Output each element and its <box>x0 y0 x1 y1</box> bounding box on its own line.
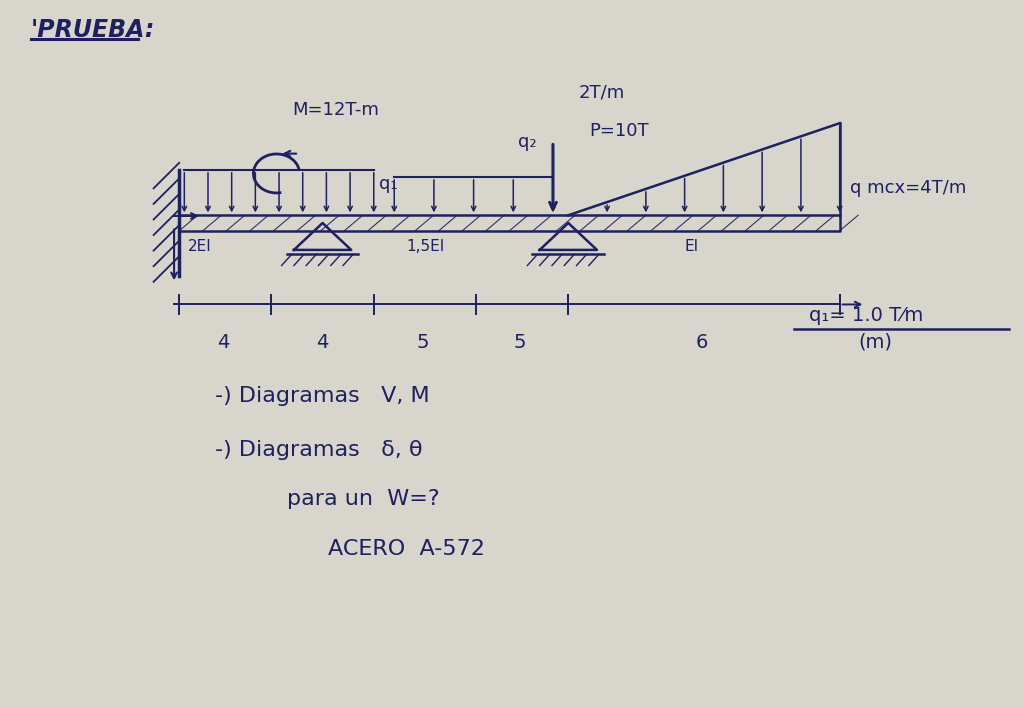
Text: 5: 5 <box>514 333 526 352</box>
Text: P=10T: P=10T <box>589 122 648 140</box>
Text: q mcx=4T/m: q mcx=4T/m <box>850 178 967 197</box>
Text: ACERO  A-572: ACERO A-572 <box>328 539 484 559</box>
Text: 2EI: 2EI <box>187 239 212 254</box>
Text: (m): (m) <box>858 333 893 352</box>
Text: q₁: q₁ <box>379 175 397 193</box>
Text: M=12T-m: M=12T-m <box>292 101 379 119</box>
Text: q₂: q₂ <box>518 132 537 151</box>
Text: -) Diagramas   δ, θ: -) Diagramas δ, θ <box>215 440 423 459</box>
Text: 6: 6 <box>695 333 708 352</box>
Text: EI: EI <box>684 239 698 254</box>
Text: -) Diagramas   V, M: -) Diagramas V, M <box>215 387 430 406</box>
Text: 1,5EI: 1,5EI <box>406 239 444 254</box>
Text: 4: 4 <box>316 333 329 352</box>
Text: q₁= 1.0 T⁄m: q₁= 1.0 T⁄m <box>809 306 924 324</box>
Text: 4: 4 <box>217 333 229 352</box>
Text: 2T/m: 2T/m <box>579 83 625 101</box>
Text: 5: 5 <box>417 333 429 352</box>
Text: 'PRUEBA:: 'PRUEBA: <box>31 18 155 42</box>
Text: para un  W=?: para un W=? <box>287 489 439 509</box>
